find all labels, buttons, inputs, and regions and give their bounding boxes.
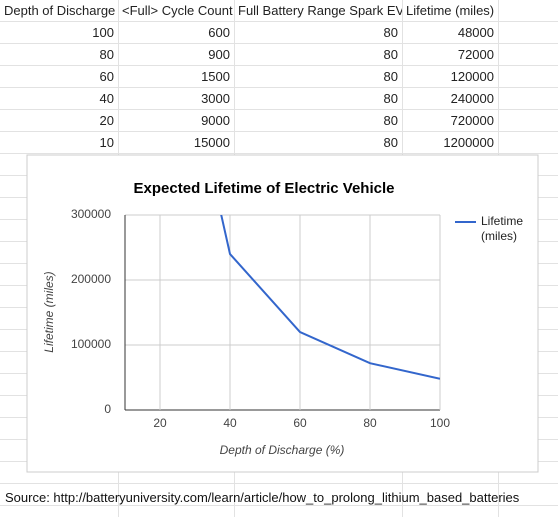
table-cell: 72000 bbox=[457, 47, 494, 62]
table-cell: 80 bbox=[383, 25, 398, 40]
x-tick-label: 80 bbox=[363, 416, 377, 430]
table-cell: 15000 bbox=[193, 135, 230, 150]
y-tick-label: 300000 bbox=[71, 207, 111, 221]
table-cell: 80 bbox=[383, 69, 398, 84]
table-cell: 80 bbox=[383, 91, 398, 106]
y-tick-label: 200000 bbox=[71, 272, 111, 286]
table-cell: 240000 bbox=[450, 91, 494, 106]
table-cell: 20 bbox=[99, 113, 114, 128]
table-cell: 1200000 bbox=[443, 135, 494, 150]
header-cell: <Full> Cycle Count bbox=[122, 3, 233, 18]
table-cell: 80 bbox=[99, 47, 114, 62]
table-cell: 80 bbox=[383, 135, 398, 150]
x-tick-label: 100 bbox=[430, 416, 450, 430]
table-cell: 9000 bbox=[201, 113, 230, 128]
header-cell: Full Battery Range Spark EV bbox=[238, 3, 402, 18]
legend: Lifetime (miles) bbox=[481, 214, 541, 244]
table-cell: 80 bbox=[383, 113, 398, 128]
x-tick-label: 60 bbox=[293, 416, 307, 430]
header-cell: Lifetime (miles) bbox=[406, 3, 495, 18]
table-cell: 720000 bbox=[450, 113, 494, 128]
header-cell: Depth of Discharge bbox=[4, 3, 116, 18]
chart-title: Expected Lifetime of Electric Vehicle bbox=[134, 180, 395, 197]
table-cell: 100 bbox=[92, 25, 114, 40]
data-line bbox=[220, 215, 440, 380]
table-cell: 900 bbox=[208, 47, 230, 62]
y-tick-label: 100000 bbox=[71, 337, 111, 351]
y-axis-title: Lifetime (miles) bbox=[42, 271, 56, 352]
table-cell: 600 bbox=[208, 25, 230, 40]
x-tick-label: 40 bbox=[223, 416, 237, 430]
legend-label: Lifetime (miles) bbox=[481, 214, 524, 243]
y-tick-label: 0 bbox=[104, 402, 111, 416]
table-cell: 60 bbox=[99, 69, 114, 84]
table-cell: 48000 bbox=[457, 25, 494, 40]
x-axis-title: Depth of Discharge (%) bbox=[220, 443, 345, 457]
table-cell: 40 bbox=[99, 91, 114, 106]
table-cell: 80 bbox=[383, 47, 398, 62]
table-cell: 10 bbox=[99, 135, 114, 150]
x-tick-label: 20 bbox=[153, 416, 167, 430]
table-cell: 1500 bbox=[201, 69, 230, 84]
source-note: Source: http://batteryuniversity.com/lea… bbox=[5, 490, 520, 505]
table-cell: 3000 bbox=[201, 91, 230, 106]
table-cell: 120000 bbox=[450, 69, 494, 84]
